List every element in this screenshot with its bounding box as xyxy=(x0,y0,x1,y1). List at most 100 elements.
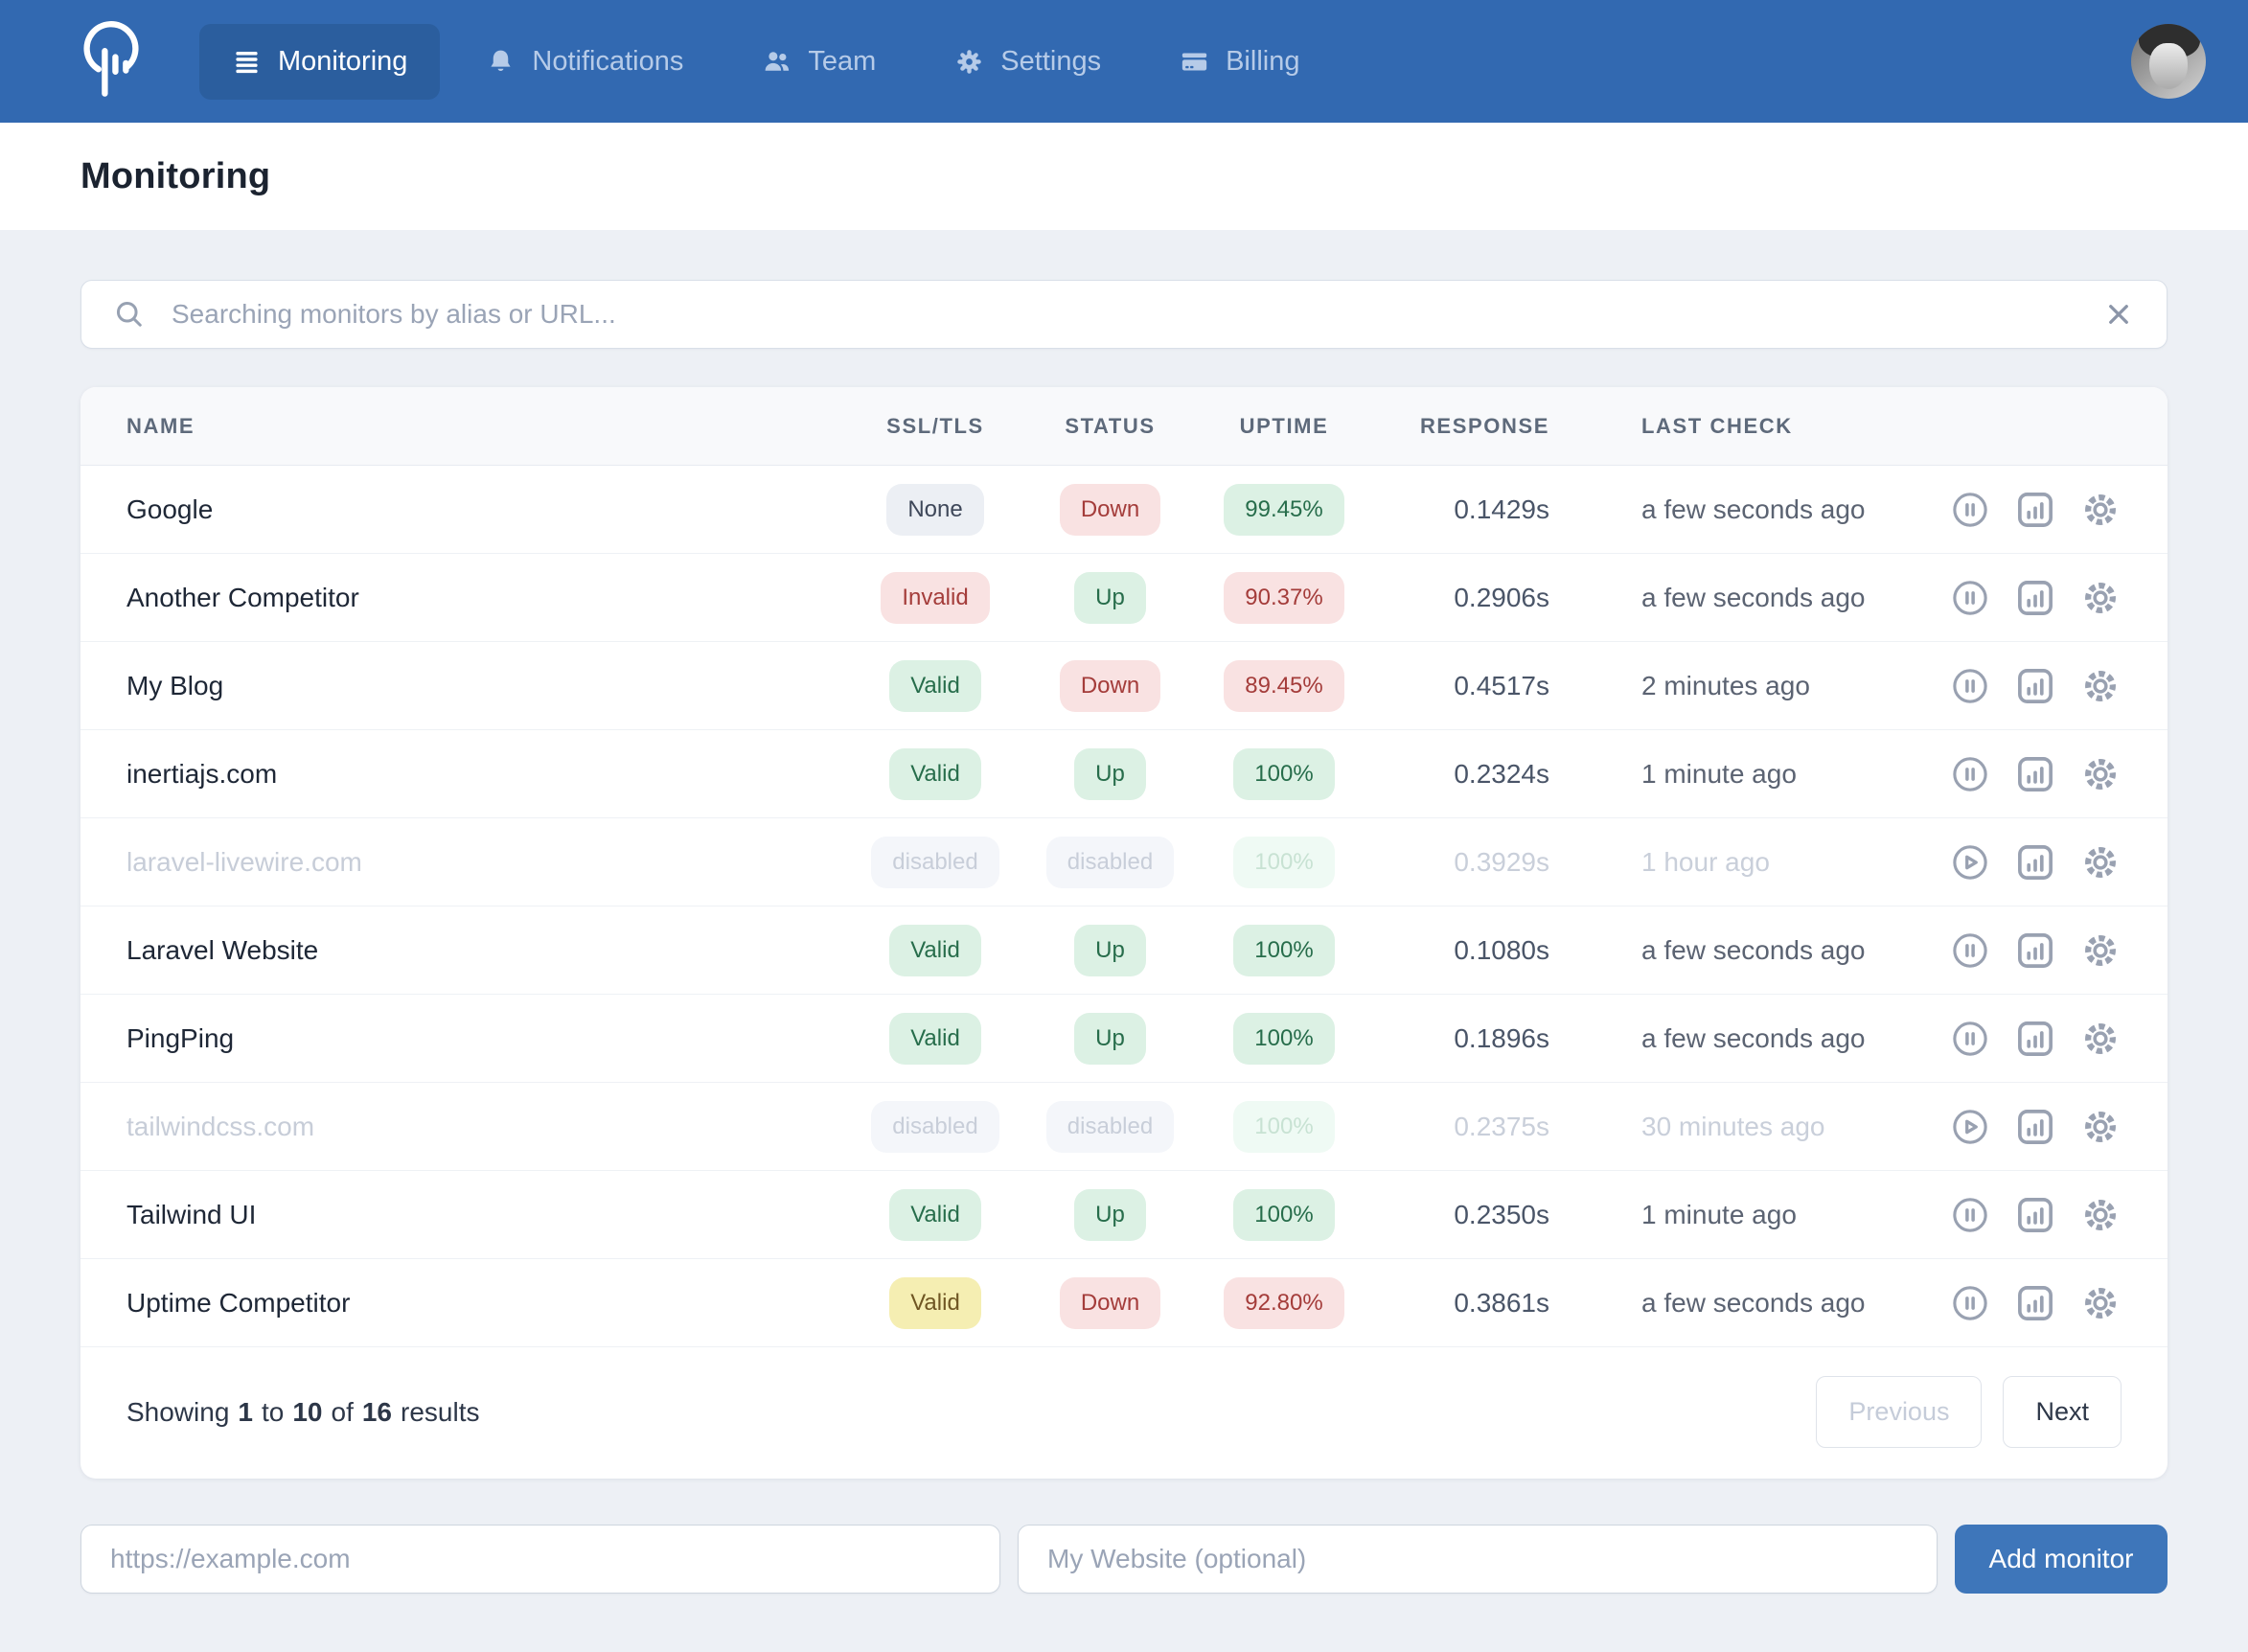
monitor-name: Tailwind UI xyxy=(126,1199,257,1229)
summary-text: to xyxy=(261,1396,285,1427)
response-time: 0.1429s xyxy=(1454,493,1549,524)
settings-icon[interactable] xyxy=(2079,1018,2122,1060)
row-actions xyxy=(1939,1018,2122,1060)
last-check: a few seconds ago xyxy=(1641,582,1866,612)
status-badge: Up xyxy=(1074,747,1146,800)
pause-icon[interactable] xyxy=(1949,1018,1991,1060)
summary-text: results xyxy=(401,1396,480,1427)
nav-item-notifications[interactable]: Notifications xyxy=(453,24,716,100)
pause-icon[interactable] xyxy=(1949,577,1991,619)
uptime-badge: 99.45% xyxy=(1224,483,1344,536)
play-icon[interactable] xyxy=(1949,841,1991,883)
table-row[interactable]: Uptime Competitor Valid Down 92.80% 0.38… xyxy=(80,1259,2168,1347)
summary-from: 1 xyxy=(238,1396,253,1427)
status-badge: Down xyxy=(1059,659,1161,712)
table-row[interactable]: Google None Down 99.45% 0.1429s a few se… xyxy=(80,466,2168,554)
search-input[interactable] xyxy=(172,299,2076,330)
response-time: 0.4517s xyxy=(1454,670,1549,700)
row-actions xyxy=(1939,929,2122,972)
status-badge: Up xyxy=(1074,1188,1146,1241)
pause-icon[interactable] xyxy=(1949,929,1991,972)
close-icon[interactable] xyxy=(2101,297,2136,332)
response-time: 0.2906s xyxy=(1454,582,1549,612)
previous-page-button[interactable]: Previous xyxy=(1816,1376,1983,1448)
table-row[interactable]: Tailwind UI Valid Up 100% 0.2350s 1 minu… xyxy=(80,1171,2168,1259)
last-check: 2 minutes ago xyxy=(1641,670,1810,700)
summary-text: Showing xyxy=(126,1396,230,1427)
uptime-badge: 92.80% xyxy=(1224,1276,1344,1329)
pause-icon[interactable] xyxy=(1949,489,1991,531)
monitor-alias-input[interactable] xyxy=(1018,1525,1938,1594)
bell-icon xyxy=(491,50,511,71)
pause-icon[interactable] xyxy=(1949,753,1991,795)
nav-label: Monitoring xyxy=(278,45,408,77)
monitor-url-input[interactable] xyxy=(80,1525,1000,1594)
ssl-badge: Valid xyxy=(889,1276,981,1329)
monitor-name: My Blog xyxy=(126,670,224,700)
chart-icon[interactable] xyxy=(2014,1018,2056,1060)
settings-icon[interactable] xyxy=(2079,841,2122,883)
table-row[interactable]: Another Competitor Invalid Up 90.37% 0.2… xyxy=(80,554,2168,642)
ssl-badge: disabled xyxy=(871,1100,999,1153)
chart-icon[interactable] xyxy=(2014,665,2056,707)
settings-icon[interactable] xyxy=(2079,1282,2122,1324)
add-monitor-button[interactable]: Add monitor xyxy=(1955,1525,2168,1594)
row-actions xyxy=(1939,1106,2122,1148)
row-actions xyxy=(1939,1282,2122,1324)
nav-item-settings[interactable]: Settings xyxy=(922,24,1134,100)
ssl-badge: Invalid xyxy=(881,571,990,624)
chart-icon[interactable] xyxy=(2014,577,2056,619)
chart-icon[interactable] xyxy=(2014,1194,2056,1236)
chart-icon[interactable] xyxy=(2014,841,2056,883)
settings-icon[interactable] xyxy=(2079,1194,2122,1236)
row-actions xyxy=(1939,1194,2122,1236)
uptime-badge: 100% xyxy=(1233,1100,1335,1153)
settings-icon[interactable] xyxy=(2079,753,2122,795)
chart-icon[interactable] xyxy=(2014,1282,2056,1324)
table-header-row: NAME SSL/TLS STATUS UPTIME RESPONSE LAST… xyxy=(80,387,2168,466)
play-icon[interactable] xyxy=(1949,1106,1991,1148)
settings-icon[interactable] xyxy=(2079,929,2122,972)
ssl-badge: Valid xyxy=(889,1012,981,1065)
gear-icon xyxy=(957,49,982,74)
monitor-name: Laravel Website xyxy=(126,934,319,965)
chart-icon[interactable] xyxy=(2014,489,2056,531)
chart-icon[interactable] xyxy=(2014,753,2056,795)
status-badge: Down xyxy=(1059,1276,1161,1329)
row-actions xyxy=(1939,753,2122,795)
settings-icon[interactable] xyxy=(2079,1106,2122,1148)
settings-icon[interactable] xyxy=(2079,665,2122,707)
monitors-table: NAME SSL/TLS STATUS UPTIME RESPONSE LAST… xyxy=(80,387,2168,1479)
nav-item-monitoring[interactable]: Monitoring xyxy=(199,23,441,100)
pingping-logo-icon xyxy=(83,21,139,97)
table-row[interactable]: Laravel Website Valid Up 100% 0.1080s a … xyxy=(80,906,2168,995)
nav-label: Settings xyxy=(1000,45,1102,77)
column-header-status: STATUS xyxy=(1065,413,1156,438)
table-row[interactable]: PingPing Valid Up 100% 0.1896s a few sec… xyxy=(80,995,2168,1083)
next-page-button[interactable]: Next xyxy=(2003,1376,2122,1448)
last-check: 1 minute ago xyxy=(1641,758,1797,789)
pause-icon[interactable] xyxy=(1949,665,1991,707)
add-monitor-form: Add monitor xyxy=(80,1525,2168,1594)
settings-icon[interactable] xyxy=(2079,577,2122,619)
list-icon xyxy=(236,51,258,73)
pause-icon[interactable] xyxy=(1949,1282,1991,1324)
nav-item-billing[interactable]: Billing xyxy=(1147,24,1332,100)
table-footer: Showing 1 to 10 of 16 results Previous N… xyxy=(80,1347,2168,1479)
uptime-badge: 100% xyxy=(1233,836,1335,888)
row-actions xyxy=(1939,665,2122,707)
user-avatar[interactable] xyxy=(2131,24,2206,99)
table-row[interactable]: inertiajs.com Valid Up 100% 0.2324s 1 mi… xyxy=(80,730,2168,818)
table-row[interactable]: My Blog Valid Down 89.45% 0.4517s 2 minu… xyxy=(80,642,2168,730)
status-badge: Up xyxy=(1074,571,1146,624)
nav-item-team[interactable]: Team xyxy=(729,24,908,100)
chart-icon[interactable] xyxy=(2014,1106,2056,1148)
nav-label: Team xyxy=(808,45,877,77)
table-row[interactable]: tailwindcss.com disabled disabled 100% 0… xyxy=(80,1083,2168,1171)
row-actions xyxy=(1939,577,2122,619)
settings-icon[interactable] xyxy=(2079,489,2122,531)
chart-icon[interactable] xyxy=(2014,929,2056,972)
table-row[interactable]: laravel-livewire.com disabled disabled 1… xyxy=(80,818,2168,906)
column-header-last-check: LAST CHECK xyxy=(1641,413,1793,438)
pause-icon[interactable] xyxy=(1949,1194,1991,1236)
